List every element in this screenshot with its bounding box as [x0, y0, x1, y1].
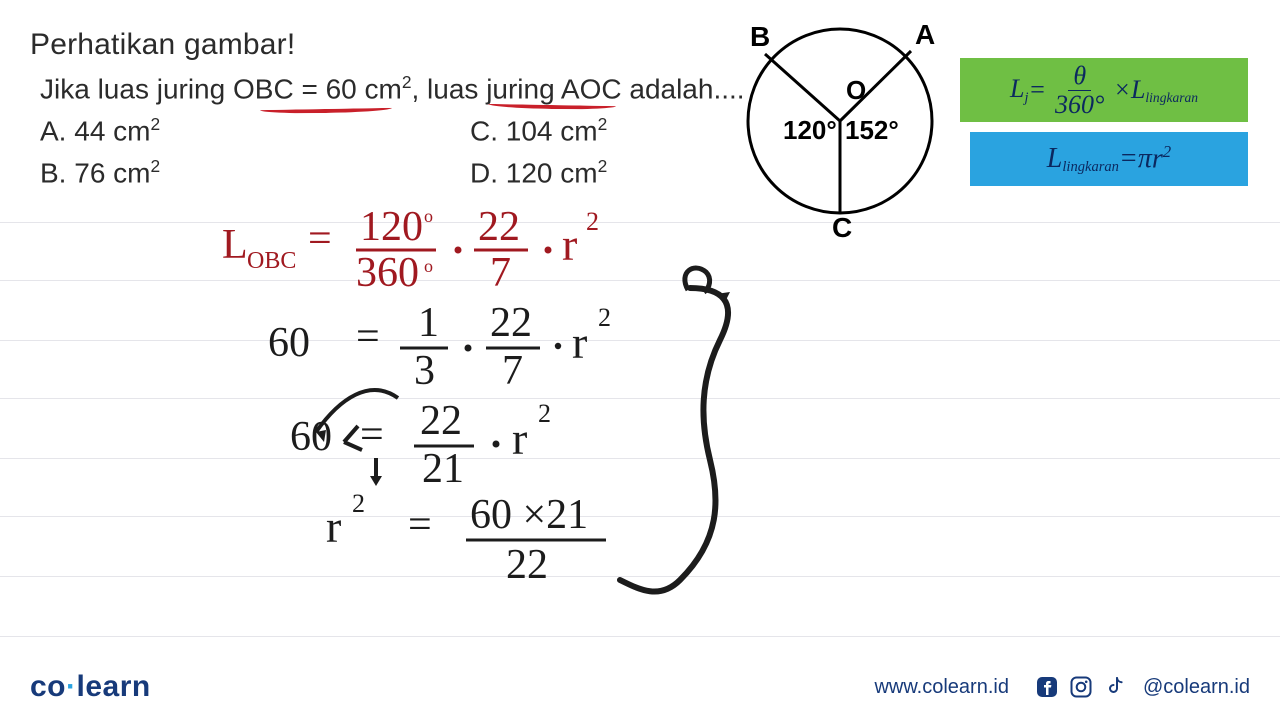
page-root: Perhatikan gambar! Jika luas juring OBC …: [0, 0, 1280, 720]
svg-text:o: o: [424, 256, 433, 276]
svg-text:22: 22: [506, 542, 548, 588]
svg-text:r: r: [572, 317, 587, 368]
footer: co·learn www.colearn.id @colearn.id: [0, 670, 1280, 704]
svg-text:22: 22: [490, 300, 532, 346]
brand-logo: co·learn: [30, 670, 151, 704]
brand-learn: learn: [77, 670, 151, 703]
svg-text:2: 2: [598, 303, 611, 332]
svg-text:r: r: [326, 501, 341, 552]
svg-text:L: L: [222, 222, 248, 268]
svg-text:7: 7: [502, 348, 523, 394]
svg-text:60 ×21: 60 ×21: [470, 492, 588, 538]
brand-dot: ·: [66, 670, 77, 703]
svg-text:22: 22: [478, 204, 520, 250]
footer-handle: @colearn.id: [1143, 676, 1250, 699]
svg-text:60: 60: [268, 320, 310, 366]
svg-text:2: 2: [352, 489, 365, 518]
svg-text:o: o: [424, 206, 433, 226]
svg-text:=: =: [360, 412, 384, 458]
handwriting-layer: L OBC = 120o 360o 22 7 r 2 60 = 1 3 22 7: [0, 0, 1280, 720]
instagram-icon: [1069, 675, 1093, 699]
svg-text:60: 60: [290, 414, 332, 460]
footer-social: @colearn.id: [1035, 675, 1250, 699]
svg-text:r: r: [562, 219, 577, 270]
svg-text:OBC: OBC: [247, 248, 296, 274]
brand-co: co: [30, 670, 66, 703]
svg-text:120: 120: [360, 204, 423, 250]
svg-text:22: 22: [420, 398, 462, 444]
svg-text:r: r: [512, 413, 527, 464]
svg-text:21: 21: [422, 446, 464, 492]
svg-text:3: 3: [414, 348, 435, 394]
svg-text:=: =: [408, 502, 432, 548]
svg-text:2: 2: [538, 399, 551, 428]
svg-text:=: =: [356, 314, 380, 360]
facebook-icon: [1035, 675, 1059, 699]
svg-text:1: 1: [418, 300, 439, 346]
svg-text:360: 360: [356, 250, 419, 296]
svg-text:2: 2: [586, 207, 599, 236]
tiktok-icon: [1103, 675, 1125, 699]
svg-text:=: =: [308, 216, 332, 262]
footer-site: www.colearn.id: [874, 676, 1009, 699]
svg-text:7: 7: [490, 250, 511, 296]
